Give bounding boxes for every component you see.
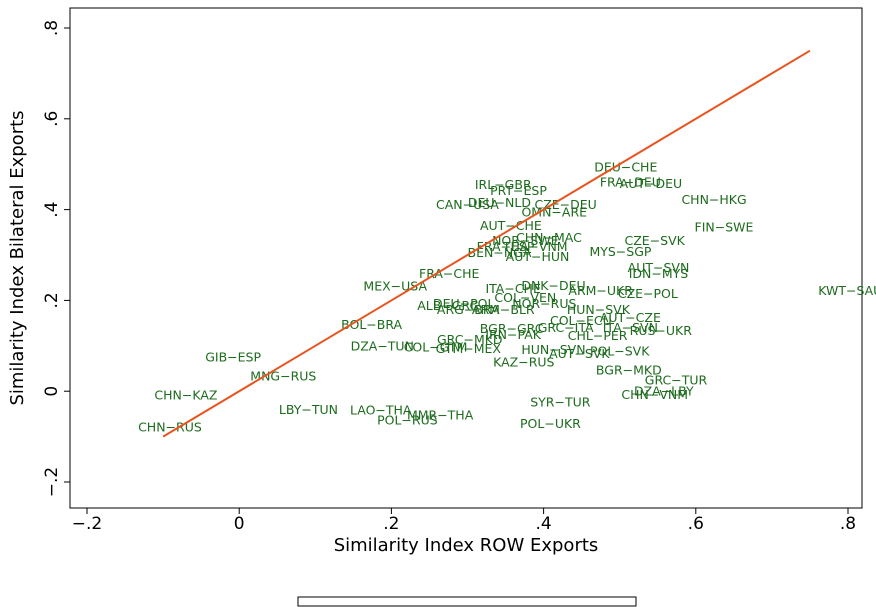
point-label: CHN−MAC <box>516 230 582 245</box>
point-label: ARM−UKR <box>568 283 633 298</box>
point-label: POL−SVK <box>590 344 650 359</box>
point-label: CHN−HKG <box>681 192 746 207</box>
point-label: BGR−GRC <box>480 321 544 336</box>
point-label: BEN−NGA <box>468 245 532 260</box>
point-label: ITA−SVN <box>603 320 658 335</box>
point-label: COL−ECU <box>550 313 612 328</box>
y-axis-title: Similarity Index Bilateral Exports <box>7 110 28 405</box>
point-label: NOR−SWE <box>492 233 559 248</box>
point-label: ARG−BRA <box>437 302 500 317</box>
point-label: GRC−TUR <box>645 373 708 388</box>
point-label: NOR−RUS <box>512 296 576 311</box>
point-label: FIN−SWE <box>695 219 754 234</box>
point-label: COL−GTM <box>404 340 468 355</box>
point-label: ARM−BLR <box>472 302 535 317</box>
x-tick-label: 0 <box>234 514 245 534</box>
point-label: CZE−SVK <box>625 233 686 248</box>
x-axis-title: Similarity Index ROW Exports <box>334 535 599 556</box>
point-label: IDN−MYS <box>629 266 689 281</box>
x-tick-label: .6 <box>688 514 704 534</box>
point-label: AUT−CHE <box>480 218 542 233</box>
point-label: HUN−SVN <box>521 342 585 357</box>
point-label: CZE−DEU <box>534 197 596 212</box>
plot-frame <box>69 7 863 509</box>
point-label: AUT−HUN <box>506 249 570 264</box>
point-label: AUT−SVN <box>628 260 690 275</box>
point-label: POL−UKR <box>520 416 581 431</box>
point-label: OMN−ARE <box>521 204 587 219</box>
point-label: FRA−CHE <box>419 266 480 281</box>
point-label: GTM−MEX <box>436 341 502 356</box>
point-label: PRT−ESP <box>490 183 547 198</box>
point-label: MNG−RUS <box>250 369 316 384</box>
point-label: SYR−TUR <box>530 395 591 410</box>
point-label: AUT−DEU <box>620 176 682 191</box>
point-label: LAO−THA <box>350 403 412 418</box>
point-label: MEX−USA <box>363 279 427 294</box>
point-label: GRC−ITA <box>538 320 594 335</box>
x-tick-label: .8 <box>840 514 856 534</box>
point-label: KWT−SAU <box>818 283 876 298</box>
y-tick-label: .4 <box>42 201 62 217</box>
y-tick-label: .8 <box>42 20 62 36</box>
point-label: AUT−SVK <box>549 346 610 361</box>
point-label: COL−VEN <box>494 290 556 305</box>
point-label: RUS−UKR <box>630 323 693 338</box>
x-tick-label: −.2 <box>72 514 102 534</box>
point-label: THA−VNM <box>502 239 568 254</box>
point-label: IRL−GBR <box>475 177 532 192</box>
point-label: DEU−NLD <box>468 195 531 210</box>
legend-box <box>297 596 637 607</box>
point-label: MMR−THA <box>407 408 474 423</box>
point-label: AUT−CZE <box>600 310 661 325</box>
point-label: FRA−DEU <box>600 174 661 189</box>
point-label: GIB−ESP <box>205 350 261 365</box>
point-label: LBY−TUN <box>279 402 338 417</box>
reference-line <box>162 49 811 438</box>
point-label: DNK−DEU <box>521 278 585 293</box>
point-label: DZA−TUN <box>351 339 414 354</box>
point-label: FRA−ESP <box>477 239 535 254</box>
point-label: IRN−PAK <box>485 327 541 342</box>
point-label: CHN−VNM <box>621 387 688 402</box>
point-label: CAN−USA <box>436 197 499 212</box>
x-tick-label: .2 <box>383 514 399 534</box>
y-tick-label: −.2 <box>42 467 62 497</box>
point-label: KAZ−RUS <box>493 355 554 370</box>
point-label: MYS−SGP <box>589 244 651 259</box>
x-tick-label: .4 <box>535 514 551 534</box>
point-label: DZA−LBY <box>634 384 694 399</box>
point-label: BGR−MKD <box>596 363 662 378</box>
point-label: HUN−SVK <box>567 302 631 317</box>
point-label: CZE−POL <box>618 286 678 301</box>
y-tick-label: 0 <box>42 386 62 397</box>
point-label: DEU−POL <box>433 296 495 311</box>
point-label: ITA−CHE <box>485 281 541 296</box>
point-label: POL−RUS <box>377 413 438 428</box>
y-tick-label: .6 <box>42 111 62 127</box>
point-label: CHN−KAZ <box>154 388 217 403</box>
point-label: CHL−PER <box>568 328 628 343</box>
point-label: ALB−GRC <box>417 298 478 313</box>
point-label: GRC−MKD <box>437 332 503 347</box>
y-tick-label: .2 <box>42 292 62 308</box>
